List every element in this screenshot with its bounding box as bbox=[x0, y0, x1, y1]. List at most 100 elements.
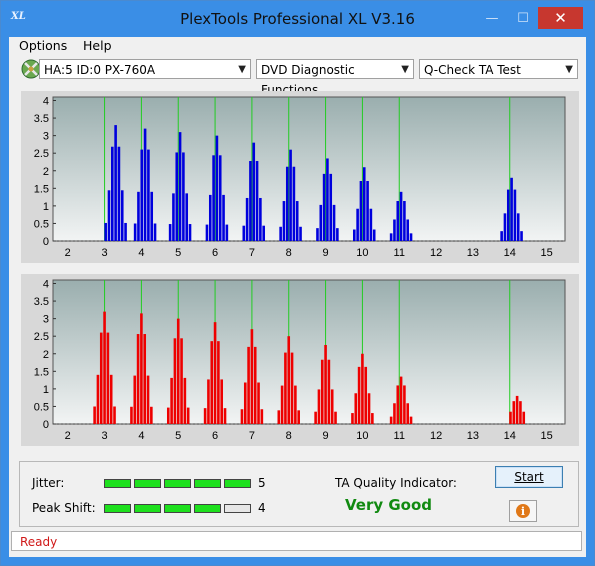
chart-bottom-bar bbox=[396, 385, 400, 424]
chart-top-bar bbox=[319, 204, 323, 241]
chevron-down-icon: ▼ bbox=[401, 64, 409, 75]
chart-top-bar bbox=[520, 231, 523, 241]
chart-top-bar bbox=[212, 155, 215, 241]
chart-bottom-bar bbox=[113, 406, 116, 424]
chart-bottom-bar bbox=[243, 382, 247, 424]
chart-bottom-x-tick-label: 2 bbox=[65, 430, 71, 442]
chart-bottom-y-tick-label: 0 bbox=[43, 419, 49, 431]
chart-top-bar bbox=[282, 201, 286, 241]
chart-bottom-bar bbox=[143, 334, 147, 424]
chevron-down-icon: ▼ bbox=[238, 64, 246, 75]
chart-bottom-bar bbox=[257, 382, 260, 424]
chart-top-bar bbox=[299, 226, 302, 241]
chart-top-bar bbox=[506, 189, 510, 241]
chart-bottom-y-tick-label: 0.5 bbox=[34, 401, 49, 413]
drive-select[interactable]: HA:5 ID:0 PX-760A ▼ bbox=[39, 59, 251, 79]
chart-bottom-bar bbox=[367, 393, 371, 424]
chart-bottom-x-tick-label: 8 bbox=[286, 430, 292, 442]
jitter-value: 5 bbox=[258, 476, 266, 490]
chart-top-bar bbox=[185, 193, 189, 241]
chart-top-bar bbox=[409, 233, 413, 241]
chart-bottom-bar bbox=[106, 332, 110, 424]
jitter-meter-segment bbox=[134, 479, 161, 488]
chart-top-x-tick-label: 10 bbox=[356, 247, 368, 259]
chart-bottom-bar bbox=[166, 407, 170, 424]
chart-bottom-bar bbox=[290, 352, 294, 424]
chart-top-y-tick-label: 0.5 bbox=[34, 218, 49, 230]
test-select-value: Q-Check TA Test bbox=[424, 63, 521, 77]
chart-bottom-y-tick-label: 3.5 bbox=[34, 296, 49, 308]
chart-bottom-bar bbox=[180, 338, 183, 424]
chart-top-x-tick-label: 2 bbox=[65, 247, 71, 259]
chart-top-bar bbox=[140, 149, 144, 241]
chart-top-bar bbox=[255, 161, 259, 241]
menu-options[interactable]: Options bbox=[19, 38, 68, 53]
jitter-meter-segment bbox=[194, 479, 221, 488]
test-select[interactable]: Q-Check TA Test ▼ bbox=[419, 59, 578, 79]
chart-bottom-bar bbox=[314, 411, 317, 424]
chart-bottom-plot-area bbox=[52, 279, 566, 425]
chart-bottom-bar bbox=[277, 410, 281, 424]
chart-bottom-svg: 4 3.5 3 2.5 2 1.5 1 0.5 0 2 3 4 5 6 7 8 9 10 11 12 13 14 15 bbox=[34, 279, 566, 442]
peak-shift-meter-segment bbox=[194, 504, 221, 513]
chart-bottom-bar bbox=[371, 413, 374, 424]
chart-bottom-bar bbox=[146, 375, 150, 424]
function-select[interactable]: DVD Diagnostic Functions ▼ bbox=[256, 59, 414, 97]
title-bar[interactable]: XL PlexTools Professional XL V3.16 — ☐ ✕ bbox=[1, 1, 594, 37]
chart-bottom-bar bbox=[223, 408, 227, 424]
chart-top-bar bbox=[353, 229, 356, 241]
chart-bottom-bar bbox=[509, 411, 512, 424]
maximize-button[interactable]: ☐ bbox=[517, 10, 529, 26]
chart-bottom-bar bbox=[217, 341, 220, 424]
chart-bottom-bar bbox=[150, 406, 153, 424]
chart-top-bar bbox=[359, 181, 363, 241]
chart-top-bar bbox=[279, 226, 282, 241]
window-title: PlexTools Professional XL V3.16 bbox=[180, 10, 415, 28]
chart-top-x-tick-label: 8 bbox=[286, 247, 292, 259]
chart-bottom-bar bbox=[389, 416, 393, 424]
chart-top-bar bbox=[104, 222, 107, 241]
chart-bottom-x-tick-label: 14 bbox=[504, 430, 516, 442]
chart-bottom-x-tick-label: 9 bbox=[323, 430, 329, 442]
chart-top-bar bbox=[124, 222, 127, 241]
jitter-meter-segment bbox=[164, 479, 191, 488]
chart-top-y-tick-label: 4 bbox=[43, 96, 49, 108]
chart-top-bar bbox=[332, 204, 336, 241]
chart-bottom-bar bbox=[294, 385, 297, 424]
start-button[interactable]: Start bbox=[495, 466, 563, 488]
chart-top-y-tick-label: 3 bbox=[43, 131, 49, 143]
chart-top-bar bbox=[403, 201, 406, 241]
menu-help[interactable]: Help bbox=[83, 38, 112, 53]
chart-bottom-x-tick-label: 6 bbox=[212, 430, 218, 442]
chart-bottom-bar bbox=[176, 318, 180, 424]
chart-top-x-tick-label: 12 bbox=[430, 247, 442, 259]
chart-top: 4 3.5 3 2.5 2 1.5 1 0.5 0 2 3 4 5 6 7 8 9 10 11 12 13 14 15 bbox=[21, 91, 579, 263]
chart-bottom-bar bbox=[354, 393, 358, 424]
chart-bottom-x-tick-label: 4 bbox=[138, 430, 144, 442]
chart-top-bar bbox=[516, 213, 520, 241]
chart-bottom-bar bbox=[133, 375, 137, 424]
chart-top-bar bbox=[396, 201, 400, 241]
chart-top-bar bbox=[208, 194, 212, 241]
chart-bottom-bar bbox=[512, 401, 516, 424]
chart-top-bar bbox=[153, 223, 157, 241]
drive-select-value: HA:5 ID:0 PX-760A bbox=[44, 63, 156, 77]
chart-top-bar bbox=[399, 191, 403, 241]
chart-bottom-bar bbox=[220, 379, 224, 424]
chart-bottom-x-tick-label: 12 bbox=[430, 430, 442, 442]
chart-bottom-bar bbox=[99, 332, 103, 424]
chart-bottom-bar bbox=[351, 413, 354, 424]
chart-bottom: 4 3.5 3 2.5 2 1.5 1 0.5 0 2 3 4 5 6 7 8 9 10 11 12 13 14 15 bbox=[21, 274, 579, 446]
chart-top-bar bbox=[182, 152, 185, 241]
chart-top-bar bbox=[133, 223, 137, 241]
chart-bottom-bar bbox=[247, 346, 250, 424]
chart-bottom-bar bbox=[173, 338, 177, 424]
chart-top-bar bbox=[225, 224, 229, 241]
close-button[interactable]: ✕ bbox=[538, 7, 583, 29]
chart-bottom-bar bbox=[403, 385, 406, 424]
info-button[interactable]: i bbox=[509, 500, 537, 522]
chart-bottom-x-tick-label: 13 bbox=[467, 430, 479, 442]
minimize-button[interactable]: — bbox=[485, 10, 499, 26]
chart-top-bar bbox=[356, 208, 359, 241]
jitter-label: Jitter: bbox=[32, 476, 65, 490]
